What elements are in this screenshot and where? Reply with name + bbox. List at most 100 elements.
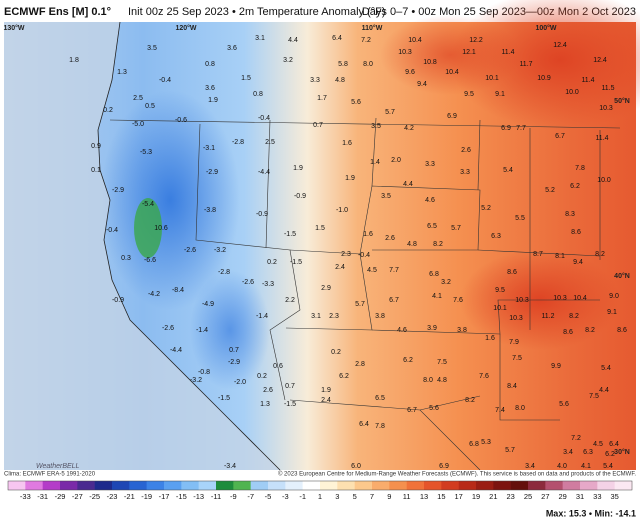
anomaly-value: 9.0	[609, 293, 619, 300]
anomaly-value: -4.4	[170, 347, 182, 354]
anomaly-value: 7.2	[571, 435, 581, 442]
colorbar-swatch	[510, 481, 529, 490]
graticule-label: 110°W	[362, 24, 383, 32]
colorbar-tick-label: -27	[72, 492, 83, 501]
anomaly-value: 7.7	[389, 267, 399, 274]
anomaly-value: 7.5	[437, 359, 447, 366]
anomaly-value: 2.5	[133, 95, 143, 102]
anomaly-value: -5.3	[140, 149, 152, 156]
colorbar-tick-label: -15	[176, 492, 187, 501]
anomaly-value: 7.6	[479, 373, 489, 380]
graticule-label: 100°W	[535, 24, 556, 32]
anomaly-value: 6.9	[439, 463, 449, 470]
anomaly-value: 3.5	[147, 45, 157, 52]
anomaly-value: 1.9	[208, 97, 218, 104]
cold-core	[100, 90, 240, 310]
anomaly-value: 0.2	[331, 349, 341, 356]
anomaly-value: -2.8	[218, 269, 230, 276]
colorbar-swatch	[60, 481, 78, 490]
colorbar-tick-label: -17	[159, 492, 170, 501]
anomaly-value: 11.4	[595, 135, 608, 142]
anomaly-value: -2.6	[162, 325, 174, 332]
colorbar-tick-label: -11	[211, 492, 221, 501]
anomaly-value: 6.2	[403, 357, 413, 364]
anomaly-value: 2.6	[461, 147, 471, 154]
cold-extreme	[134, 198, 162, 258]
anomaly-value: 10.4	[573, 295, 587, 302]
graticule-label: 40°N	[614, 272, 630, 280]
anomaly-value: 3.3	[425, 161, 435, 168]
anomaly-value: 1.7	[317, 95, 327, 102]
colorbar-tick-label: 15	[437, 492, 445, 501]
colorbar-swatch	[302, 481, 321, 490]
anomaly-value: 2.4	[321, 397, 331, 404]
colorbar-swatch	[424, 481, 442, 490]
extremes: Max: 15.3 • Min: -14.1	[546, 508, 636, 518]
anomaly-value: 5.7	[451, 225, 461, 232]
colorbar-swatch	[8, 481, 26, 490]
anomaly-value: 6.7	[389, 297, 399, 304]
anomaly-value: -5.4	[142, 201, 154, 208]
anomaly-value: 2.6	[385, 235, 395, 242]
anomaly-value: 4.8	[407, 241, 417, 248]
colorbar-swatch	[545, 481, 563, 490]
anomaly-value: -3.8	[204, 207, 216, 214]
anomaly-value: 3.8	[375, 313, 385, 320]
anomaly-value: -1.4	[256, 313, 268, 320]
anomaly-value: 7.5	[512, 355, 522, 362]
anomaly-value: 3.2	[441, 279, 451, 286]
colorbar-swatch	[580, 481, 598, 490]
colorbar-swatch	[476, 481, 494, 490]
colorbar-tick-label: -19	[141, 492, 152, 501]
anomaly-value: 4.4	[403, 181, 413, 188]
anomaly-value: -2.6	[184, 247, 196, 254]
anomaly-value: 3.3	[310, 77, 320, 84]
init-info: Init 00z 25 Sep 2023 • 2m Temperature An…	[128, 6, 386, 18]
colorbar-swatch	[528, 481, 546, 490]
colorbar-tick-label: -31	[37, 492, 48, 501]
anomaly-value: 0.7	[285, 383, 295, 390]
anomaly-value: 9.4	[417, 81, 427, 88]
anomaly-value: -2.6	[242, 279, 254, 286]
anomaly-value: 2.2	[285, 297, 295, 304]
anomaly-value: 4.6	[397, 327, 407, 334]
colorbar-swatch	[112, 481, 130, 490]
anomaly-value: 0.2	[267, 259, 277, 266]
anomaly-value: 4.4	[599, 387, 609, 394]
colorbar-tick-label: -33	[20, 492, 31, 501]
anomaly-value: 5.2	[481, 205, 491, 212]
anomaly-value: -2.8	[232, 139, 244, 146]
colorbar-tick-label: -13	[193, 492, 204, 501]
colorbar-tick-label: -7	[247, 492, 254, 501]
anomaly-value: -8.4	[172, 287, 184, 294]
cold-core	[190, 270, 270, 390]
anomaly-value: 5.6	[429, 405, 439, 412]
anomaly-value: 0.5	[145, 103, 155, 110]
anomaly-value: 5.4	[503, 167, 513, 174]
anomaly-value: 6.2	[605, 451, 615, 458]
anomaly-value: 4.5	[367, 267, 377, 274]
anomaly-value: 10.0	[597, 177, 611, 184]
colorbar-tick-label: -23	[107, 492, 118, 501]
anomaly-value: 10.4	[408, 37, 422, 44]
anomaly-value: 6.9	[501, 125, 511, 132]
anomaly-value: 4.1	[581, 463, 591, 470]
anomaly-value: 6.7	[407, 407, 417, 414]
anomaly-value: -3.4	[224, 463, 236, 470]
anomaly-value: 8.6	[563, 329, 573, 336]
borders	[109, 117, 621, 471]
anomaly-value: 0.7	[229, 347, 239, 354]
anomaly-value: 0.9	[91, 143, 101, 150]
colorbar-tick-label: 27	[541, 492, 549, 501]
colorbar-swatch	[337, 481, 355, 490]
colorbar-swatch	[597, 481, 615, 490]
anomaly-value: 5.6	[351, 99, 361, 106]
anomaly-value: 11.2	[541, 313, 554, 320]
anomaly-value: -4.9	[202, 301, 214, 308]
anomaly-value: -2.9	[228, 359, 240, 366]
anomaly-value: 11.4	[581, 77, 594, 84]
anomaly-value: -1.5	[218, 395, 230, 402]
anomaly-value: -0.9	[294, 193, 306, 200]
anomaly-value: 0.2	[257, 373, 267, 380]
anomaly-value: 6.5	[427, 223, 437, 230]
